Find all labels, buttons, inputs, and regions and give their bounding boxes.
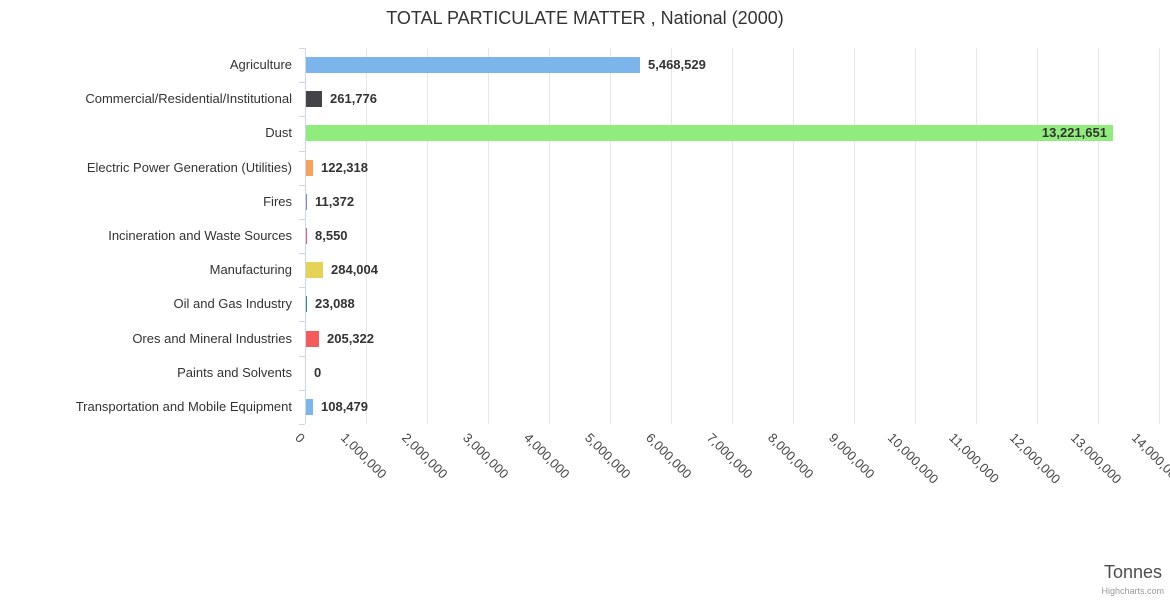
- value-label: 13,221,651: [1041, 125, 1107, 141]
- bar[interactable]: [306, 296, 307, 313]
- category-label: Transportation and Mobile Equipment: [75, 398, 292, 414]
- value-label: 23,088: [315, 296, 355, 312]
- value-gridline: [610, 48, 611, 424]
- category-tick-mark: [299, 321, 305, 323]
- x-tick-label: 2,000,000: [399, 430, 451, 482]
- x-tick-label: 10,000,000: [884, 430, 942, 487]
- category-label: Paints and Solvents: [177, 364, 292, 380]
- x-tick-label: 9,000,000: [826, 430, 878, 482]
- x-tick-label: 12,000,000: [1006, 430, 1064, 487]
- x-tick-label: 5,000,000: [582, 430, 634, 482]
- value-gridline: [1098, 48, 1099, 424]
- category-label: Agriculture: [229, 57, 292, 73]
- category-label: Incineration and Waste Sources: [108, 228, 292, 243]
- value-label: 11,372: [315, 193, 355, 209]
- category-tick-mark: [299, 184, 305, 186]
- x-tick-label: 13,000,000: [1067, 430, 1125, 487]
- bar[interactable]: [306, 398, 313, 415]
- bar[interactable]: [306, 228, 307, 244]
- bar[interactable]: [306, 159, 313, 176]
- value-label: 122,318: [321, 159, 368, 175]
- bar[interactable]: [306, 193, 307, 210]
- category-label: Fires: [263, 193, 292, 209]
- bar[interactable]: [306, 262, 323, 279]
- value-gridline: [549, 48, 550, 424]
- bar[interactable]: [306, 125, 1113, 142]
- value-label: 261,776: [330, 91, 377, 107]
- category-tick-mark: [299, 150, 305, 152]
- x-tick-label: 11,000,000: [946, 430, 1003, 486]
- value-label: 5,468,529: [648, 57, 706, 73]
- category-tick-mark: [299, 355, 305, 357]
- value-label: 0: [314, 364, 322, 380]
- category-tick-mark: [299, 424, 305, 425]
- chart-title: TOTAL PARTICULATE MATTER , National (200…: [386, 8, 784, 28]
- bar[interactable]: [306, 91, 322, 108]
- value-label: 205,322: [327, 330, 374, 346]
- x-tick-label: 8,000,000: [765, 430, 817, 482]
- value-gridline: [854, 48, 855, 424]
- bar[interactable]: [306, 57, 640, 74]
- highcharts-credits-link[interactable]: Highcharts.com: [1101, 586, 1164, 596]
- category-label: Electric Power Generation (Utilities): [86, 159, 292, 175]
- value-label: 108,479: [321, 398, 368, 414]
- category-axis-line: [305, 48, 306, 424]
- x-tick-label: 7,000,000: [704, 430, 756, 482]
- value-gridline: [671, 48, 672, 424]
- category-label: Commercial/Residential/Institutional: [85, 91, 292, 107]
- value-gridline: [488, 48, 489, 424]
- x-axis-title: Tonnes: [1103, 562, 1162, 582]
- category-tick-mark: [299, 389, 305, 391]
- x-tick-label: 6,000,000: [643, 430, 695, 482]
- x-tick-label: 1,000,000: [338, 430, 390, 482]
- x-tick-label: 3,000,000: [460, 430, 512, 482]
- category-tick-mark: [299, 253, 305, 255]
- category-label: Ores and Mineral Industries: [132, 330, 292, 346]
- value-gridline: [732, 48, 733, 424]
- value-gridline: [915, 48, 916, 424]
- value-gridline: [1159, 48, 1160, 424]
- x-tick-label: 14,000,000: [1128, 430, 1170, 487]
- bar[interactable]: [306, 330, 319, 347]
- category-tick-mark: [299, 287, 305, 289]
- value-label: 284,004: [331, 262, 378, 278]
- value-gridline: [427, 48, 428, 424]
- value-gridline: [976, 48, 977, 424]
- category-label: Oil and Gas Industry: [173, 296, 293, 312]
- category-tick-mark: [299, 48, 305, 49]
- x-tick-label: 4,000,000: [521, 430, 573, 482]
- category-tick-mark: [299, 82, 305, 84]
- category-tick-mark: [299, 116, 305, 118]
- value-label: 8,550: [315, 228, 348, 243]
- value-gridline: [366, 48, 367, 424]
- value-gridline: [1037, 48, 1038, 424]
- category-label: Manufacturing: [209, 262, 292, 278]
- value-gridline: [793, 48, 794, 424]
- x-tick-label: 0: [292, 430, 308, 446]
- category-label: Dust: [265, 125, 292, 141]
- category-tick-mark: [299, 218, 305, 220]
